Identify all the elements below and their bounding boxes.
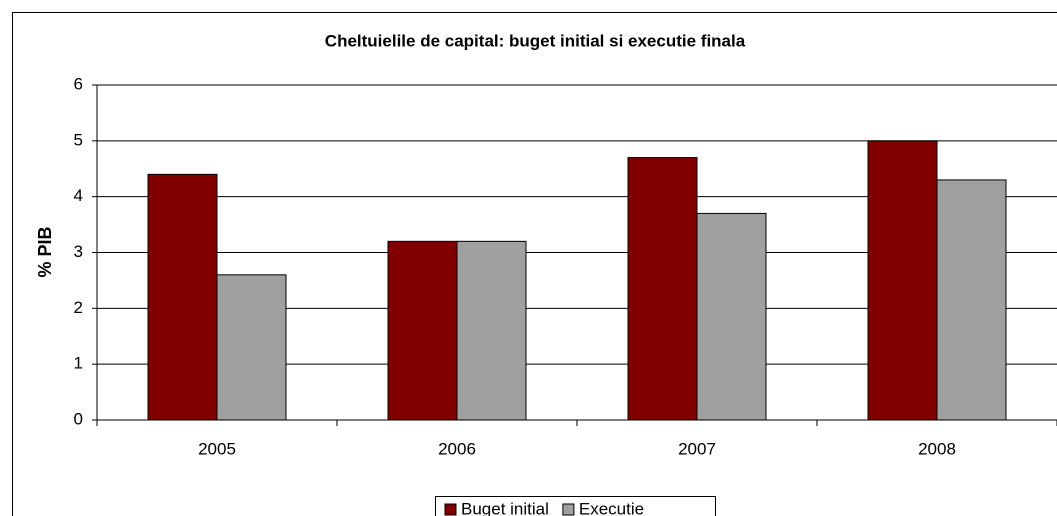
legend-swatch [562,503,575,516]
bar [936,179,1007,421]
y-tick-label: 6 [74,74,83,93]
legend-label: Executie [579,499,644,516]
legend-swatch [444,503,457,516]
y-tick-label: 5 [74,130,83,149]
bar [696,212,767,421]
x-tick-label: 2006 [438,439,476,458]
x-tick-label: 2008 [918,439,956,458]
legend-label: Buget initial [461,499,549,516]
y-tick-label: 4 [74,186,83,205]
bar [147,173,218,421]
y-tick-label: 0 [74,409,83,428]
x-tick-label: 2005 [198,439,236,458]
y-tick-label: 2 [74,298,83,317]
bar [627,157,698,421]
bar [216,274,287,421]
bar [387,240,458,421]
bar [456,240,527,421]
bar [867,140,938,421]
chart-title: Cheltuielile de capital: buget initial s… [325,31,746,50]
x-tick-label: 2007 [678,439,716,458]
legend-box [435,496,716,516]
y-tick-label: 1 [74,354,83,373]
y-tick-label: 3 [74,242,83,261]
y-axis-title: % PIB [35,226,55,277]
